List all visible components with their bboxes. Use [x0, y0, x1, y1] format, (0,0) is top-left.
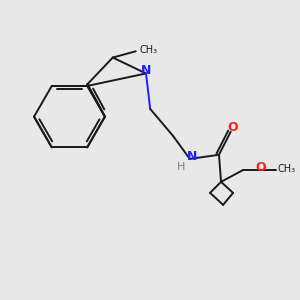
- Text: O: O: [255, 161, 266, 174]
- Text: N: N: [141, 64, 151, 76]
- Text: N: N: [187, 150, 197, 163]
- Text: CH₃: CH₃: [278, 164, 296, 174]
- Text: H: H: [176, 162, 185, 172]
- Text: CH₃: CH₃: [139, 46, 157, 56]
- Text: O: O: [227, 121, 238, 134]
